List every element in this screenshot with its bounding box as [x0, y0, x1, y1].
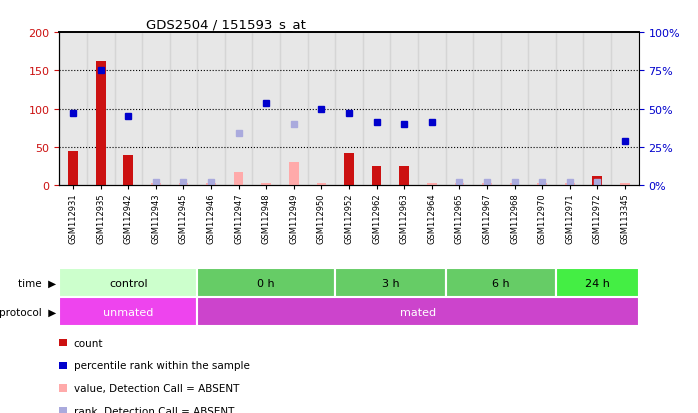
Bar — [620, 183, 630, 186]
Text: protocol  ▶: protocol ▶ — [0, 307, 56, 317]
Bar — [253, 33, 280, 186]
Bar — [537, 183, 547, 186]
Bar — [206, 183, 216, 186]
Bar — [556, 33, 584, 186]
Bar — [611, 33, 639, 186]
Text: rank, Detection Call = ABSENT: rank, Detection Call = ABSENT — [74, 406, 235, 413]
Bar — [445, 268, 556, 297]
Bar — [565, 183, 574, 186]
Bar — [262, 183, 271, 186]
Bar — [198, 33, 225, 186]
Bar — [556, 268, 639, 297]
Bar — [584, 33, 611, 186]
Bar — [482, 183, 492, 186]
Bar — [151, 183, 161, 186]
Bar — [500, 33, 528, 186]
Bar — [308, 33, 335, 186]
Bar — [317, 183, 326, 186]
Text: control: control — [109, 278, 147, 288]
Bar — [445, 33, 473, 186]
Text: 0 h: 0 h — [258, 278, 275, 288]
Bar — [344, 154, 354, 186]
Bar — [510, 183, 519, 186]
Bar — [528, 33, 556, 186]
Text: 6 h: 6 h — [492, 278, 510, 288]
Bar — [87, 33, 114, 186]
Bar — [96, 62, 105, 186]
Bar — [335, 268, 445, 297]
Bar — [363, 33, 390, 186]
Bar — [198, 297, 639, 326]
Bar — [289, 163, 299, 186]
Bar — [198, 268, 335, 297]
Text: GDS2504 / 151593_s_at: GDS2504 / 151593_s_at — [147, 17, 306, 31]
Bar — [179, 183, 188, 186]
Bar — [399, 167, 409, 186]
Text: value, Detection Call = ABSENT: value, Detection Call = ABSENT — [74, 383, 239, 393]
Bar — [418, 33, 445, 186]
Bar — [335, 33, 363, 186]
Text: percentile rank within the sample: percentile rank within the sample — [74, 361, 250, 370]
Bar — [59, 297, 198, 326]
Text: time  ▶: time ▶ — [17, 278, 56, 288]
Bar — [427, 183, 436, 186]
Bar — [142, 33, 170, 186]
Bar — [59, 268, 198, 297]
Bar — [390, 33, 418, 186]
Text: unmated: unmated — [103, 307, 154, 317]
Text: 3 h: 3 h — [382, 278, 399, 288]
Bar — [59, 33, 87, 186]
Bar — [454, 183, 464, 186]
Bar — [124, 155, 133, 186]
Bar — [114, 33, 142, 186]
Text: count: count — [74, 338, 103, 348]
Text: mated: mated — [400, 307, 436, 317]
Text: 24 h: 24 h — [585, 278, 610, 288]
Bar — [170, 33, 198, 186]
Bar — [280, 33, 308, 186]
Bar — [473, 33, 500, 186]
Bar — [68, 152, 78, 186]
Bar — [593, 177, 602, 186]
Bar — [372, 167, 381, 186]
Bar — [234, 172, 244, 186]
Bar — [225, 33, 253, 186]
